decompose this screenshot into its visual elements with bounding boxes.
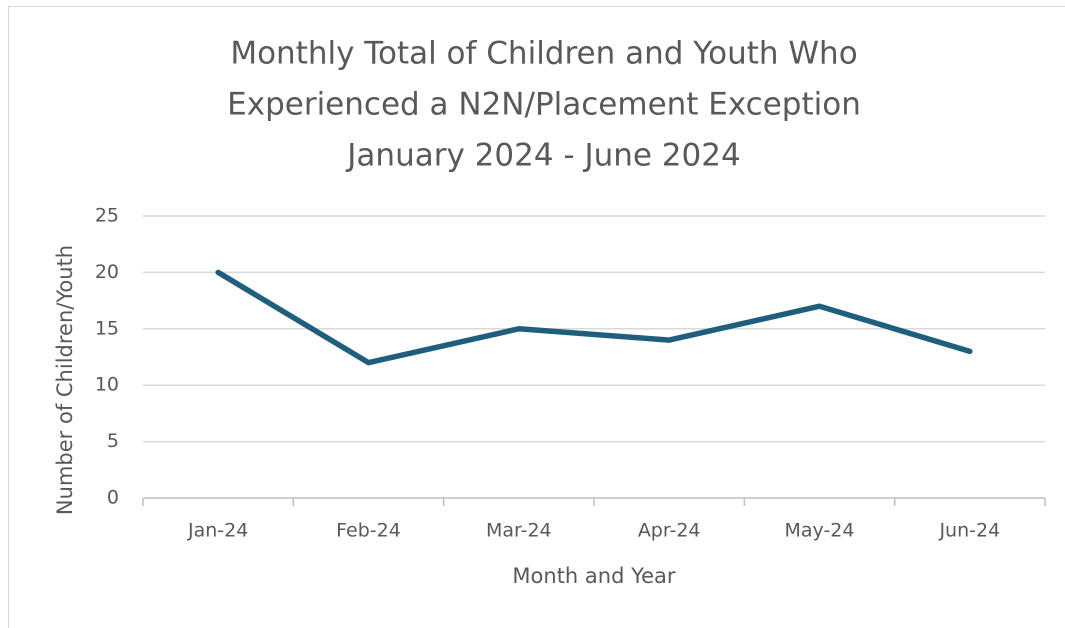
x-tick-label: Apr-24 [638, 520, 701, 542]
x-tick-label: Jun-24 [938, 520, 1000, 542]
y-axis-title: Number of Children/Youth [53, 245, 77, 515]
y-tick-label: 20 [95, 261, 119, 283]
chart-border [8, 6, 1065, 628]
data-line [215, 269, 973, 366]
x-tick-label: Jan-24 [187, 520, 248, 542]
x-tick-label: Feb-24 [336, 520, 401, 542]
x-tick-label: May-24 [785, 520, 855, 542]
y-tick-label: 15 [95, 317, 119, 339]
chart-title: Experienced a N2N/Placement Exception [227, 87, 861, 123]
y-tick-label: 10 [95, 374, 119, 396]
chart-title: Monthly Total of Children and Youth Who [230, 36, 857, 72]
y-tick-label: 25 [95, 205, 119, 227]
x-tick-label: Mar-24 [486, 520, 552, 542]
chart-title: January 2024 - June 2024 [345, 138, 740, 174]
y-tick-label: 5 [107, 430, 119, 452]
y-tick-label: 0 [107, 487, 119, 509]
x-axis-title: Month and Year [512, 564, 676, 588]
